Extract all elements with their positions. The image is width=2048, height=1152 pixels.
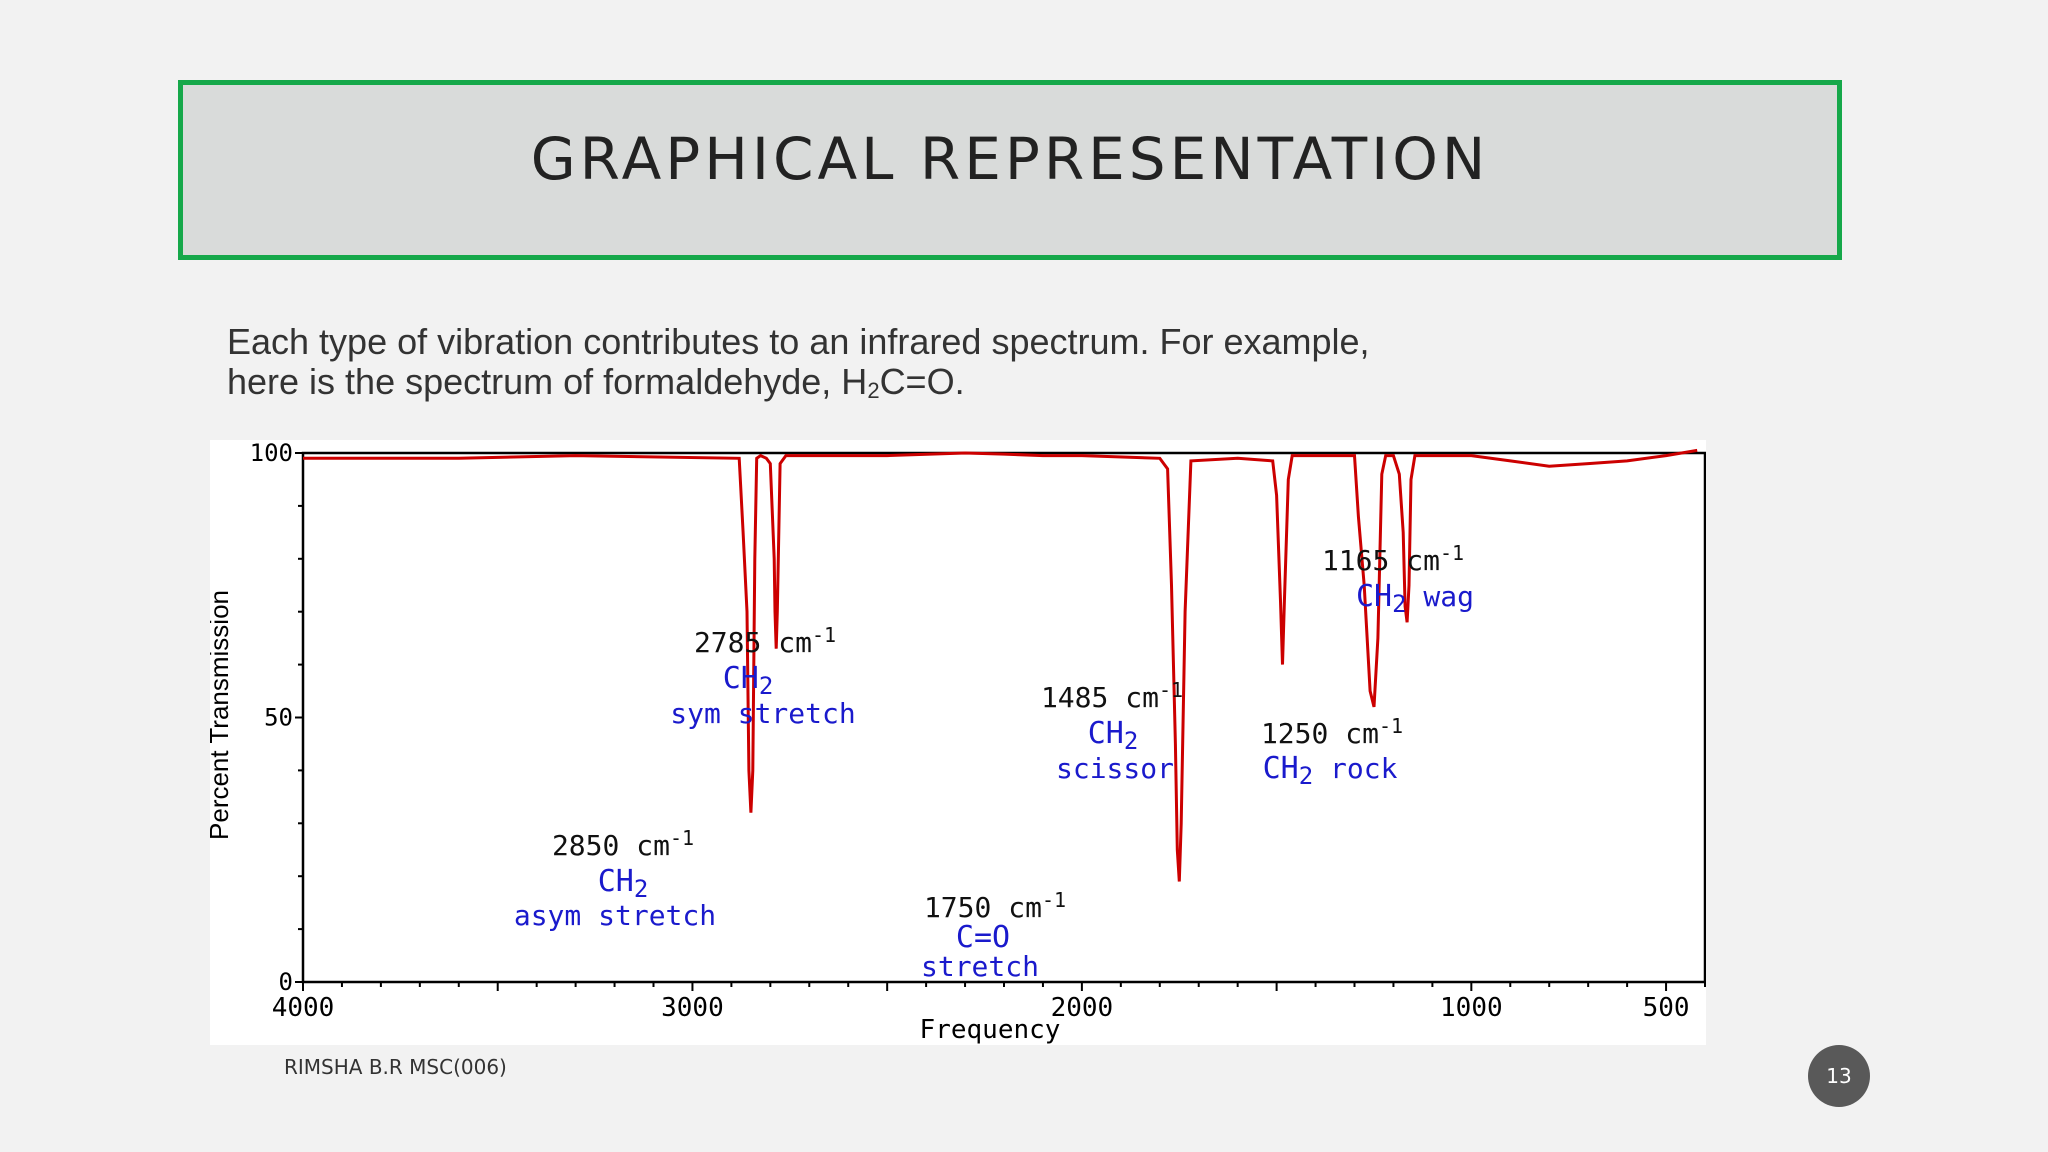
y-tick-label: 100 bbox=[250, 440, 293, 467]
x-tick-label: 4000 bbox=[272, 993, 335, 1023]
annotation-subscript: 2 bbox=[1392, 590, 1406, 618]
annotation-mode: wag bbox=[1407, 580, 1474, 613]
annotation-mode: sym stretch bbox=[670, 697, 855, 730]
annotation-group: CH2 bbox=[598, 864, 649, 903]
annotation-subscript: 2 bbox=[634, 875, 648, 903]
body-line-2-sub: 2 bbox=[867, 378, 880, 403]
annotation-mode: scissor bbox=[1056, 752, 1174, 785]
annotation-mode: stretch bbox=[921, 950, 1039, 983]
annotation-superscript: -1 bbox=[670, 826, 694, 850]
annotation-wavenumber: 1750 cm-1 bbox=[924, 888, 1066, 924]
annotation-mode: asym stretch bbox=[514, 899, 716, 932]
annotation-group: CH2 bbox=[1088, 716, 1139, 755]
body-line-2-suffix: C=O. bbox=[879, 361, 965, 402]
x-tick-label: 1000 bbox=[1440, 993, 1503, 1023]
annotation-subscript: 2 bbox=[1124, 727, 1138, 755]
annotation-group: CH2 rock bbox=[1263, 751, 1398, 790]
annotation-wavenumber: 1485 cm-1 bbox=[1041, 678, 1183, 714]
x-tick-label: 500 bbox=[1643, 993, 1690, 1023]
page-number-badge: 13 bbox=[1808, 1045, 1870, 1107]
annotation-group: C=O bbox=[956, 920, 1010, 955]
body-line-1: Each type of vibration contributes to an… bbox=[227, 321, 1370, 362]
x-tick-label: 3000 bbox=[661, 993, 724, 1023]
y-tick-label: 50 bbox=[264, 704, 293, 732]
annotation-superscript: -1 bbox=[1440, 541, 1464, 565]
y-tick-label: 0 bbox=[279, 968, 293, 996]
annotation-wavenumber: 1165 cm-1 bbox=[1322, 541, 1464, 577]
title-box: GRAPHICAL REPRESENTATION bbox=[178, 80, 1842, 260]
slide-title: GRAPHICAL REPRESENTATION bbox=[530, 125, 1490, 193]
footer-author: RIMSHA B.R MSC(006) bbox=[284, 1055, 507, 1079]
annotation-mode: rock bbox=[1313, 752, 1397, 785]
body-text: Each type of vibration contributes to an… bbox=[227, 322, 1527, 411]
x-axis-label: Frequency bbox=[920, 1015, 1061, 1045]
annotation-group: CH2 wag bbox=[1356, 579, 1474, 618]
annotation-group: CH2 bbox=[723, 661, 774, 700]
spectrum-line bbox=[303, 448, 1698, 882]
annotation-superscript: -1 bbox=[1159, 678, 1183, 702]
body-line-2-prefix: here is the spectrum of formaldehyde, H bbox=[227, 361, 868, 402]
annotation-subscript: 2 bbox=[1299, 762, 1313, 790]
annotation-superscript: -1 bbox=[1042, 888, 1066, 912]
annotation-wavenumber: 2785 cm-1 bbox=[694, 623, 836, 659]
annotation-wavenumber: 2850 cm-1 bbox=[552, 826, 694, 862]
annotation-wavenumber: 1250 cm-1 bbox=[1261, 714, 1403, 750]
annotation-superscript: -1 bbox=[1379, 714, 1403, 738]
body-line-2: here is the spectrum of formaldehyde, H2… bbox=[227, 362, 1527, 411]
annotation-superscript: -1 bbox=[812, 623, 836, 647]
ir-spectrum-chart: 100 50 0 4000 3000 2000 1000 500 Frequency Percen… bbox=[210, 440, 1706, 1045]
y-axis-label: Percent Transmission bbox=[210, 590, 234, 840]
x-tick-label: 2000 bbox=[1051, 993, 1114, 1023]
annotation-subscript: 2 bbox=[759, 672, 773, 700]
